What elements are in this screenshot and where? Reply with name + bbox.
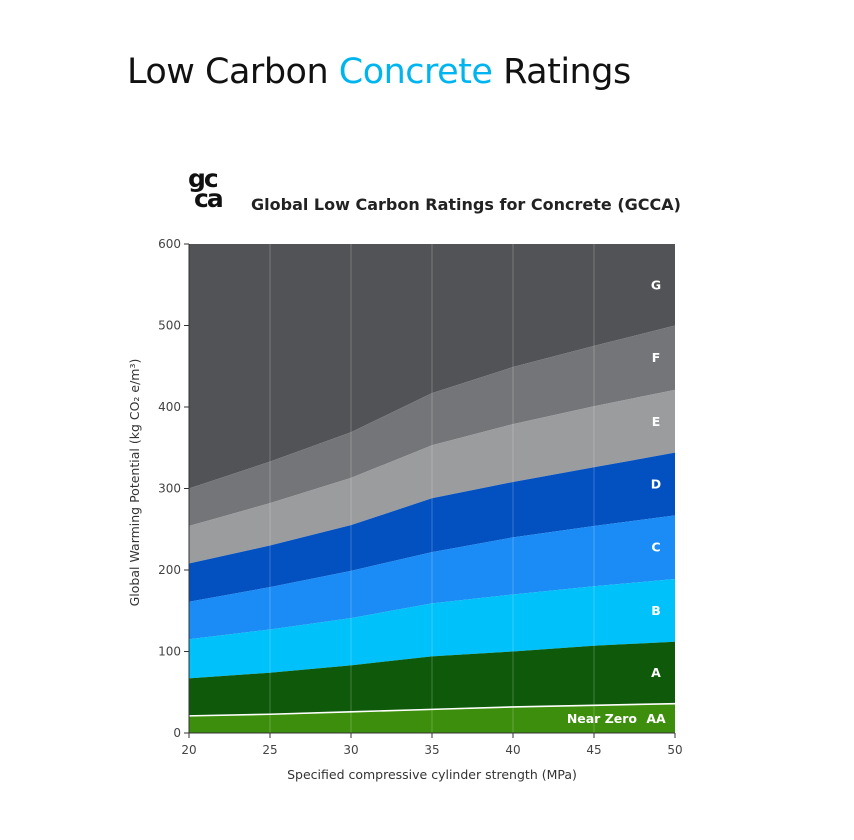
near-zero-label: Near Zero — [567, 711, 638, 726]
band-a — [189, 641, 675, 716]
band-label-a: A — [651, 665, 661, 680]
band-e — [189, 389, 675, 564]
y-tick-label-400: 400 — [158, 400, 181, 414]
band-f — [189, 325, 675, 526]
x-axis-ticks: 20 25 30 35 40 45 50 — [181, 733, 683, 757]
band-label-g: G — [651, 277, 661, 292]
gcca-logo-line1: gc — [188, 164, 219, 193]
gcca-logo-line2: ca — [194, 184, 224, 213]
y-axis-label: Global Warming Potential (kg CO₂ e/m³) — [127, 359, 142, 607]
band-label-d: D — [651, 477, 661, 492]
y-tick-label-200: 200 — [158, 563, 181, 577]
band-label-aa: AA — [646, 711, 666, 726]
band-c — [189, 515, 675, 640]
y-tick-label-0: 0 — [173, 726, 181, 740]
gcca-logo: gc ca — [188, 166, 244, 214]
band-label-f: F — [652, 350, 661, 365]
y-tick-label-500: 500 — [158, 319, 181, 333]
band-label-c: C — [651, 540, 660, 555]
chart-grid — [269, 244, 595, 733]
band-b — [189, 578, 675, 679]
rating-bands — [189, 244, 675, 733]
chart-title: Global Low Carbon Ratings for Concrete (… — [251, 195, 681, 214]
band-aa — [189, 703, 675, 733]
page-title-accent: Concrete — [338, 52, 493, 92]
y-tick-label-300: 300 — [158, 482, 181, 496]
y-axis-ticks: 0 100 200 300 400 500 600 — [158, 237, 189, 740]
band-d — [189, 452, 675, 602]
x-tick-label-20: 20 — [181, 743, 196, 757]
x-tick-label-45: 45 — [586, 743, 601, 757]
x-tick-label-40: 40 — [505, 743, 520, 757]
boundary-lines — [188, 702, 676, 717]
band-g — [189, 244, 675, 489]
x-tick-label-50: 50 — [667, 743, 682, 757]
page-title-part1: Low Carbon — [127, 52, 339, 92]
y-tick-label-600: 600 — [158, 237, 181, 251]
band-label-e: E — [652, 414, 661, 429]
x-tick-label-25: 25 — [262, 743, 277, 757]
band-label-b: B — [651, 603, 661, 618]
near-zero-line — [188, 702, 676, 717]
page-title-part2: Ratings — [492, 52, 631, 92]
x-axis-label: Specified compressive cylinder strength … — [287, 767, 577, 782]
y-tick-label-100: 100 — [158, 645, 181, 659]
x-tick-label-30: 30 — [343, 743, 358, 757]
x-tick-label-35: 35 — [424, 743, 439, 757]
page-title: Low Carbon Concrete Ratings — [127, 52, 631, 92]
